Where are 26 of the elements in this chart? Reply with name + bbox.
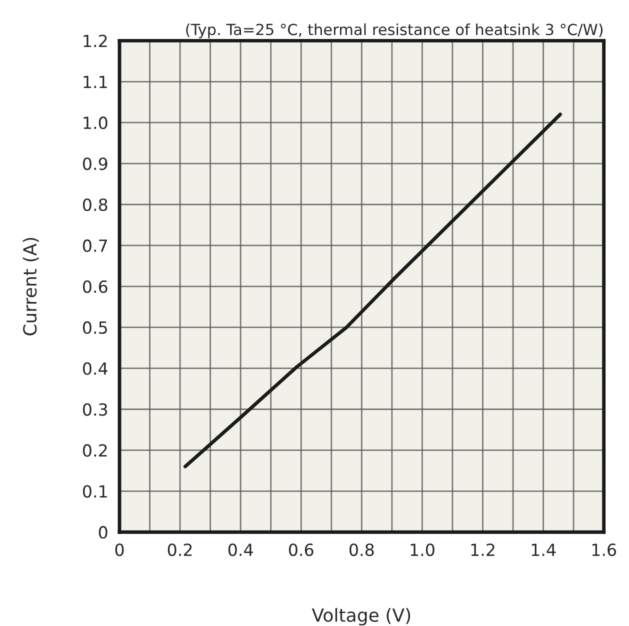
- x-tick-label: 0.6: [288, 544, 314, 556]
- x-tick-label: 1.0: [410, 544, 434, 556]
- y-tick-label: 1.1: [84, 76, 107, 88]
- x-tick-label: 1.2: [471, 544, 494, 556]
- y-tick-label: 0.8: [82, 198, 108, 212]
- y-tick-label: 0.7: [82, 239, 107, 252]
- text: (Typ. Ta=25 °C, thermal resistance of heatsink 3 °C/W): [186, 23, 603, 38]
- x-tick-label: 1.4: [532, 544, 556, 556]
- x-tick-label: 0.2: [168, 544, 192, 556]
- x-axis-title: Voltage (V): [312, 608, 410, 626]
- y-tick-label: 0.6: [82, 280, 108, 293]
- y-tick-label: 0.1: [82, 485, 107, 498]
- y-tick-label: 1.2: [84, 34, 107, 48]
- y-tick-label: 1.0: [84, 116, 108, 130]
- y-tick-label: 0.4: [82, 362, 108, 375]
- line-series: [183, 112, 562, 468]
- y-tick-label: 0.2: [82, 444, 107, 457]
- x-tick-label: 0.8: [350, 544, 374, 556]
- y-tick-label: 0.5: [82, 321, 107, 334]
- x-tick-label: 1.6: [592, 544, 616, 556]
- y-tick-label: 0.9: [82, 158, 108, 170]
- y-tick-label: 0: [98, 526, 108, 539]
- x-tick-label: 0.4: [228, 544, 253, 556]
- x-tick-label: 0: [115, 544, 124, 556]
- y-tick-label: 0.3: [82, 403, 108, 416]
- y-axis-title: Current (A): [22, 238, 39, 336]
